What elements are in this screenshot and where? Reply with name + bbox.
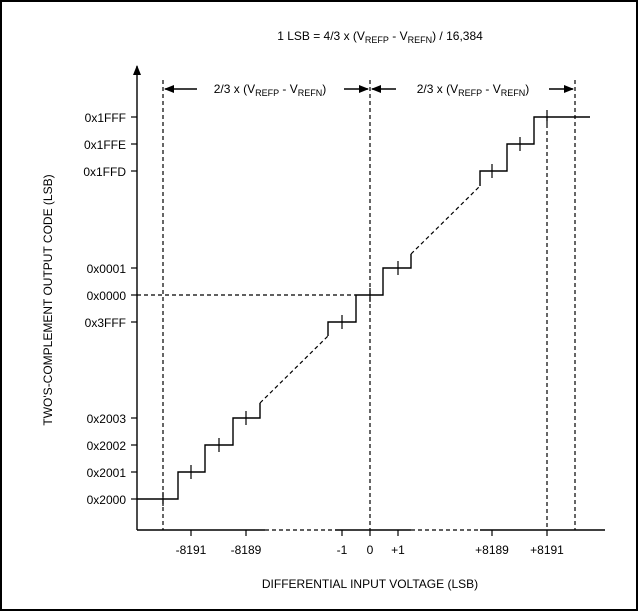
y-ticks <box>131 116 137 500</box>
x-tick-label: +8191 <box>530 543 564 557</box>
x-axis-label: DIFFERENTIAL INPUT VOLTAGE (LSB) <box>262 577 478 591</box>
transfer-dashed-upper <box>410 185 481 255</box>
x-tick-label: -1 <box>337 543 348 557</box>
y-code-label: 0x1FFE <box>84 138 126 152</box>
y-code-label: 0x1FFF <box>85 111 126 125</box>
x-tick-label: 0 <box>367 543 374 557</box>
x-tick-labels: -8191 -8189 -1 0 +1 +8189 +8191 <box>176 543 565 557</box>
x-tick-label: -8189 <box>231 543 262 557</box>
right-span-label: 2/3 x (VREFP - VREFN) <box>417 82 530 98</box>
transfer-dashed-lower <box>259 335 329 404</box>
x-tick-label: +8189 <box>475 543 509 557</box>
y-code-label: 0x3FFF <box>85 316 126 330</box>
staircase-lower <box>137 403 261 500</box>
step-midpoint-marks <box>162 110 548 506</box>
left-span-label: 2/3 x (VREFP - VREFN) <box>214 82 327 98</box>
y-code-label: 0x1FFD <box>83 165 126 179</box>
y-code-label: 0x2000 <box>87 493 127 507</box>
y-code-label: 0x2003 <box>87 412 127 426</box>
x-tick-label: +1 <box>391 543 405 557</box>
y-code-label: 0x0001 <box>87 262 127 276</box>
x-tick-label: -8191 <box>176 543 207 557</box>
x-ticks <box>190 530 548 536</box>
y-axis-label: TWO'S-COMPLEMENT OUTPUT CODE (LSB) <box>41 174 55 425</box>
staircase-upper <box>479 116 590 186</box>
y-code-labels: 0x1FFF 0x1FFE 0x1FFD 0x0001 0x0000 0x3FF… <box>83 111 126 507</box>
y-code-label: 0x0000 <box>87 289 127 303</box>
y-code-label: 0x2002 <box>87 439 127 453</box>
lsb-definition-title: 1 LSB = 4/3 x (VREFP - VREFN) / 16,384 <box>277 29 483 45</box>
y-code-label: 0x2001 <box>87 466 127 480</box>
